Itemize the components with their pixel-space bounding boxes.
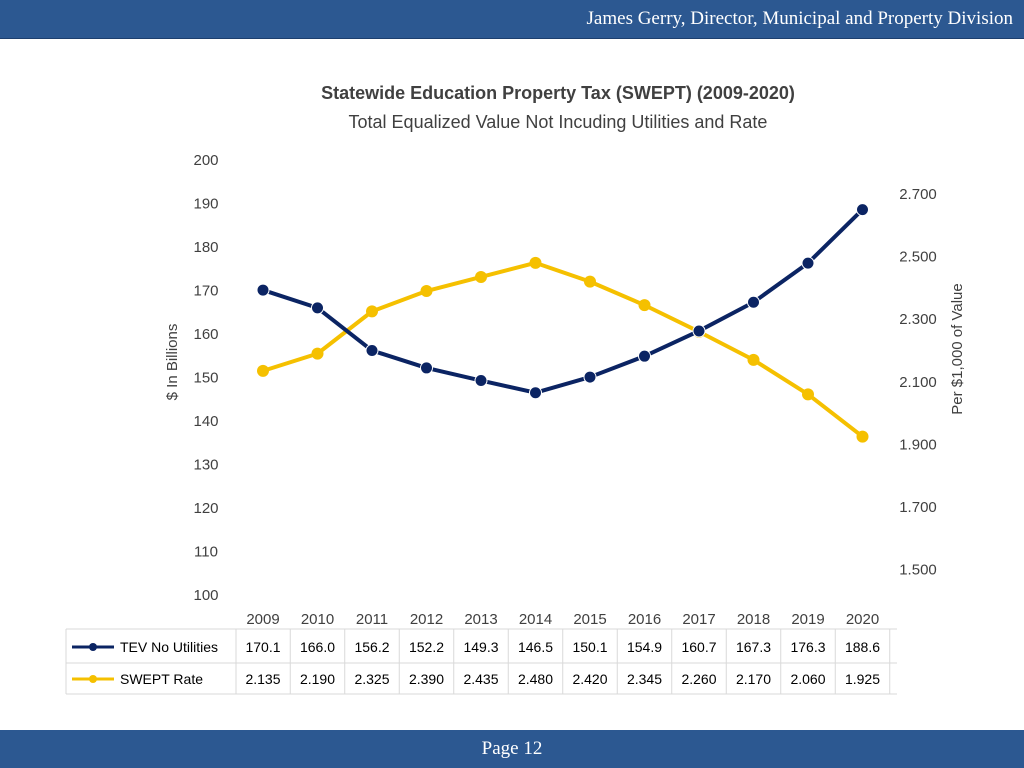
swept-rate-table-value: 2.325	[354, 671, 389, 687]
left-axis-title: $ In Billions	[164, 324, 181, 401]
swept-rate-table-value: 2.345	[627, 671, 662, 687]
tev-point	[747, 295, 760, 309]
right-axis-tick-label: 1.900	[899, 436, 937, 453]
swept-rate-table-value: 2.135	[245, 671, 280, 687]
swept-rate-table-value: 2.480	[518, 671, 553, 687]
right-axis-tick-label: 2.100	[899, 374, 937, 391]
tev-table-value: 152.2	[409, 639, 444, 655]
swept-rate-table-value: 2.435	[463, 671, 498, 687]
footer-bar: Page 12	[0, 730, 1024, 768]
x-axis-tick-label: 2016	[628, 611, 661, 628]
left-axis-tick-label: 170	[193, 283, 218, 300]
swept-rate-table-value: 2.190	[300, 671, 335, 687]
right-axis-tick-label: 1.500	[899, 562, 937, 579]
swept-rate-table-value: 1.925	[845, 671, 880, 687]
tev-point	[420, 361, 433, 375]
swept-rate-table-value: 2.390	[409, 671, 444, 687]
tev-legend-marker	[89, 643, 97, 651]
swept-rate-point	[802, 388, 814, 401]
x-axis-tick-label: 2011	[356, 611, 388, 628]
swept-rate-point	[420, 285, 433, 298]
left-axis-tick-label: 140	[193, 413, 218, 430]
tev-point	[583, 370, 597, 384]
swept-rate-point	[529, 256, 542, 269]
tev-point	[856, 203, 869, 217]
swept-rate-legend-marker	[89, 675, 97, 683]
x-axis-tick-label: 2018	[737, 611, 770, 628]
tev-point	[638, 349, 651, 363]
page-number: Page 12	[481, 738, 543, 759]
x-axis-tick-label: 2013	[464, 611, 497, 628]
left-axis-tick-label: 190	[193, 196, 218, 213]
swept-rate-point	[747, 353, 760, 366]
left-axis-tick-label: 180	[193, 239, 218, 256]
left-axis-tick-label: 110	[194, 544, 218, 561]
chart-title: Statewide Education Property Tax (SWEPT)…	[321, 83, 795, 103]
tev-table-value: 160.7	[681, 639, 716, 655]
right-axis-title: Per $1,000 of Value	[949, 283, 966, 414]
left-axis-tick-label: 100	[193, 587, 218, 604]
right-axis-tick-label: 1.700	[899, 499, 937, 516]
tev-table-value: 156.2	[354, 639, 389, 655]
tev-table-value: 150.1	[572, 639, 607, 655]
left-axis-tick-label: 130	[193, 457, 218, 474]
chart-area: Statewide Education Property Tax (SWEPT)…	[0, 38, 1024, 730]
header-bar: James Gerry, Director, Municipal and Pro…	[0, 0, 1024, 39]
tev-table-value: 154.9	[627, 639, 662, 655]
tev-table-value: 166.0	[300, 639, 335, 655]
left-axis-tick-label: 200	[193, 152, 218, 169]
tev-point	[474, 374, 488, 388]
x-axis-tick-label: 2012	[410, 611, 443, 628]
swept-rate-point	[257, 364, 269, 377]
swept-rate-point	[366, 305, 378, 318]
x-axis-tick-label: 2020	[846, 611, 879, 628]
chart-svg: 200 190 180 170 160 150 140 130 120 110 100 2.700 2.…	[65, 152, 966, 695]
tev-line	[262, 208, 864, 395]
swept-rate-point	[475, 270, 487, 283]
left-axis-tick-label: 160	[193, 326, 218, 343]
right-axis-tick-label: 2.300	[899, 311, 937, 328]
swept-rate-point	[584, 275, 596, 288]
x-axis-tick-label: 2009	[246, 611, 279, 628]
swept-rate-table-value: 2.060	[790, 671, 825, 687]
tev-point	[801, 256, 815, 270]
swept-rate-table-value: 2.420	[572, 671, 607, 687]
chart-subtitle: Total Equalized Value Not Incuding Utili…	[348, 112, 768, 132]
swept-rate-table-value: 2.170	[736, 671, 771, 687]
tev-table-value: 188.6	[845, 639, 880, 655]
x-axis-tick-label: 2010	[301, 611, 334, 628]
swept-rate-point	[638, 299, 651, 312]
x-axis-tick-label: 2014	[519, 611, 552, 628]
x-axis-tick-label: 2017	[682, 611, 715, 628]
tev-point	[692, 324, 706, 338]
swept-rate-point	[311, 347, 324, 360]
tev-legend-label: TEV No Utilities	[120, 639, 218, 655]
left-axis-tick-label: 150	[193, 370, 218, 387]
swept-rate-point	[856, 430, 869, 443]
tev-point	[256, 283, 270, 297]
tev-table-value: 149.3	[463, 639, 498, 655]
header-text: James Gerry, Director, Municipal and Pro…	[586, 8, 1013, 29]
x-axis-tick-label: 2015	[573, 611, 606, 628]
right-axis-tick-label: 2.700	[899, 186, 937, 203]
tev-table-value: 170.1	[245, 639, 280, 655]
swept-rate-legend-label: SWEPT Rate	[120, 671, 203, 687]
left-axis-tick-label: 120	[193, 500, 218, 517]
tev-table-value: 167.3	[736, 639, 771, 655]
tev-table-value: 146.5	[518, 639, 553, 655]
swept-rate-table-value: 2.260	[681, 671, 716, 687]
tev-point	[529, 386, 542, 400]
tev-point	[311, 301, 324, 315]
tev-point	[365, 344, 379, 358]
tev-table-value: 176.3	[790, 639, 825, 655]
right-axis-tick-label: 2.500	[899, 249, 937, 266]
x-axis-tick-label: 2019	[791, 611, 824, 628]
swept-rate-line	[262, 260, 864, 439]
